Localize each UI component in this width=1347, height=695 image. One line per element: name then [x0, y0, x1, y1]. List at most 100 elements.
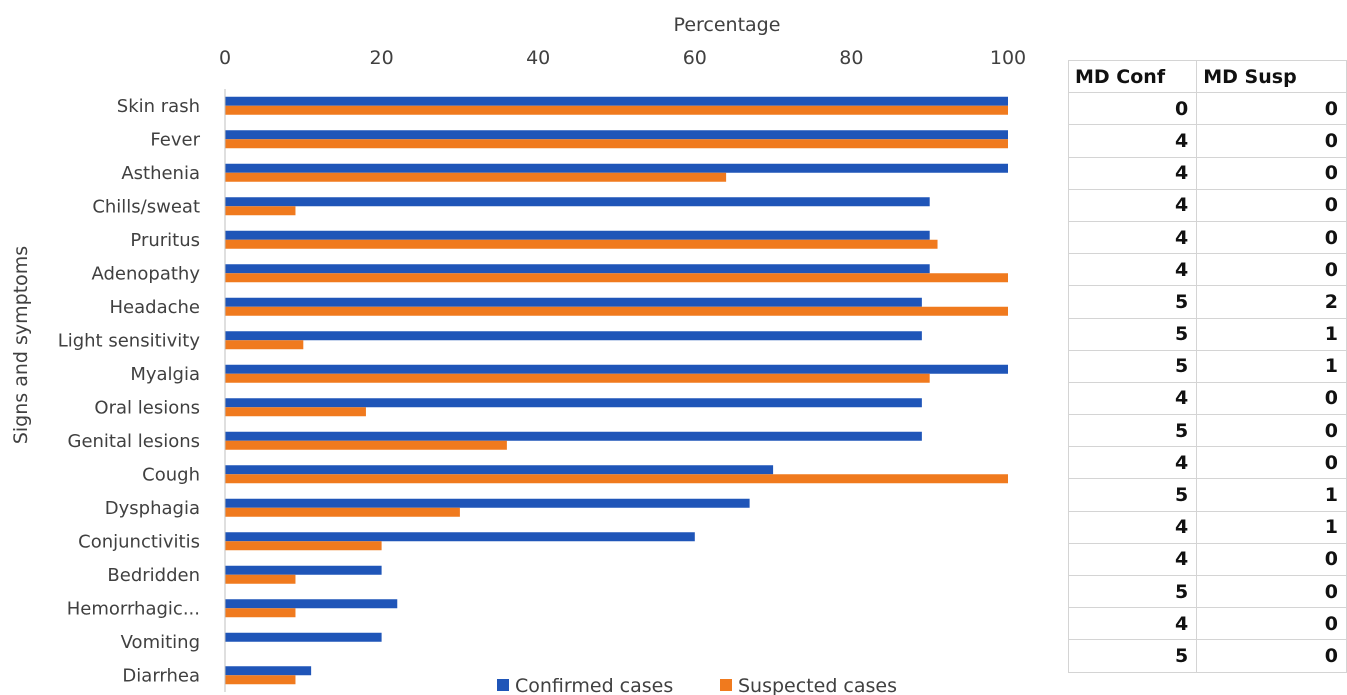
md-conf-cell: 5 — [1067, 285, 1198, 319]
md-conf-cell: 4 — [1067, 446, 1198, 480]
x-tick-label: 0 — [219, 47, 231, 69]
md-conf-cell: 4 — [1067, 381, 1198, 416]
md-susp-cell: 1 — [1196, 510, 1347, 544]
bar-suspected — [225, 139, 1008, 149]
bar-suspected — [225, 675, 296, 685]
category-label: Headache — [110, 297, 200, 318]
bar-suspected — [225, 105, 1008, 115]
md-susp-cell: 0 — [1196, 124, 1347, 158]
md-conf-cell: 4 — [1067, 510, 1198, 544]
category-label: Conjunctivitis — [78, 531, 200, 552]
category-label: Dysphagia — [105, 498, 200, 519]
legend-label: Confirmed cases — [515, 675, 673, 695]
md-susp-cell: 0 — [1196, 253, 1347, 287]
md-conf-cell: 4 — [1067, 607, 1198, 641]
md-susp-cell: 1 — [1196, 349, 1347, 383]
bar-suspected — [225, 273, 1008, 283]
md-conf-cell: 5 — [1067, 574, 1198, 609]
category-label: Chills/sweat — [92, 196, 200, 217]
bar-confirmed — [225, 666, 312, 676]
bar-confirmed — [225, 297, 922, 307]
bar-suspected — [225, 373, 930, 383]
md-conf-cell: 4 — [1067, 156, 1198, 190]
category-label: Pruritus — [130, 230, 200, 251]
bar-confirmed — [225, 431, 922, 441]
category-label: Myalgia — [130, 364, 200, 385]
bar-confirmed — [225, 364, 1008, 374]
bar-suspected — [225, 474, 1008, 484]
category-label: Asthenia — [121, 163, 200, 184]
md-conf-cell: 4 — [1067, 188, 1198, 222]
md-conf-cell: 5 — [1067, 349, 1198, 383]
category-label: Adenopathy — [92, 263, 201, 284]
legend-label: Suspected cases — [738, 675, 897, 695]
bar-suspected — [225, 507, 460, 517]
x-tick-label: 60 — [683, 47, 707, 69]
md-susp-cell: 1 — [1196, 478, 1347, 512]
md-conf-cell: 4 — [1067, 542, 1198, 577]
category-label: Genital lesions — [68, 431, 201, 452]
bar-suspected — [225, 340, 304, 350]
category-label: Oral lesions — [94, 397, 200, 418]
md-susp-cell: 0 — [1196, 188, 1347, 222]
md-conf-cell: 0 — [1067, 92, 1198, 126]
md-susp-cell: 0 — [1196, 446, 1347, 480]
md-conf-cell: 5 — [1067, 317, 1198, 351]
md-susp-cell: 2 — [1196, 285, 1347, 319]
bar-confirmed — [225, 130, 1008, 140]
md-susp-cell: 0 — [1196, 607, 1347, 641]
md-conf-cell: 5 — [1067, 478, 1198, 512]
category-label: Cough — [142, 464, 200, 485]
bar-confirmed — [225, 465, 774, 475]
bar-confirmed — [225, 398, 922, 408]
bar-suspected — [225, 574, 296, 584]
category-label: Skin rash — [117, 96, 200, 117]
md-susp-cell: 1 — [1196, 317, 1347, 351]
x-tick-label: 40 — [526, 47, 550, 69]
bar-confirmed — [225, 96, 1008, 106]
category-label: Light sensitivity — [58, 330, 201, 351]
bar-confirmed — [225, 498, 750, 508]
md-susp-cell: 0 — [1196, 381, 1347, 416]
bar-suspected — [225, 440, 507, 450]
bar-confirmed — [225, 264, 930, 274]
bar-suspected — [225, 541, 382, 551]
bar-suspected — [225, 306, 1008, 316]
bar-confirmed — [225, 632, 382, 642]
bar-confirmed — [225, 599, 398, 609]
md-conf-cell: 4 — [1067, 220, 1198, 255]
category-label: Diarrhea — [122, 665, 200, 686]
md-conf-cell: 4 — [1067, 253, 1198, 287]
md-susp-cell: 0 — [1196, 574, 1347, 609]
bar-confirmed — [225, 163, 1008, 173]
legend-swatch — [720, 679, 732, 691]
bar-suspected — [225, 239, 938, 249]
table-header-md-susp: MD Susp — [1196, 59, 1347, 94]
bar-confirmed — [225, 565, 382, 575]
category-label: Vomiting — [121, 632, 200, 653]
md-susp-cell: 0 — [1196, 414, 1347, 448]
x-axis-title: Percentage — [674, 14, 781, 36]
bar-suspected — [225, 407, 366, 417]
bar-confirmed — [225, 532, 695, 542]
bar-suspected — [225, 172, 727, 182]
x-tick-label: 100 — [990, 47, 1026, 69]
x-tick-label: 20 — [370, 47, 394, 69]
y-axis-title: Signs and symptoms — [10, 246, 32, 444]
md-susp-cell: 0 — [1196, 156, 1347, 190]
